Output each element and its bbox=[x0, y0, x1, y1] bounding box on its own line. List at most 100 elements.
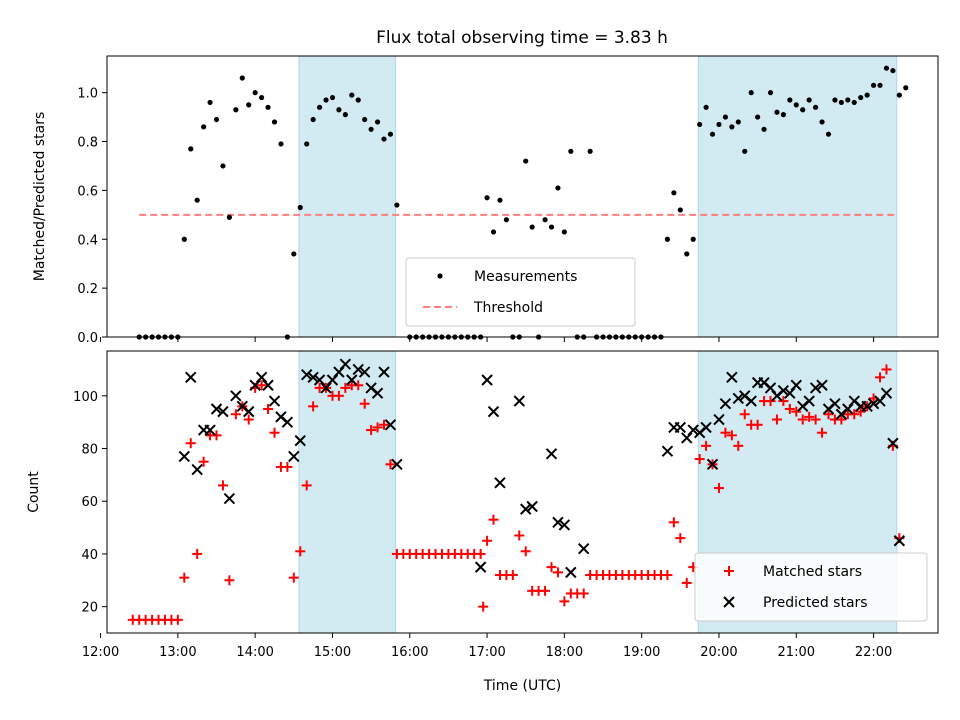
measurement-point bbox=[368, 126, 374, 132]
matched-star-marker bbox=[366, 425, 377, 436]
measurement-point bbox=[265, 104, 271, 110]
matched-star-marker bbox=[333, 390, 344, 401]
predicted-star-marker bbox=[313, 374, 326, 386]
matched-star-marker bbox=[849, 409, 860, 420]
measurement-point bbox=[735, 119, 741, 125]
predicted-star-marker bbox=[674, 421, 687, 434]
predicted-star-marker bbox=[262, 379, 274, 391]
measurement-point bbox=[336, 107, 342, 113]
measurement-point bbox=[813, 104, 819, 110]
legend: Matched stars Predicted stars bbox=[694, 552, 928, 622]
measurement-point bbox=[297, 204, 303, 211]
matched-star-marker bbox=[881, 364, 892, 375]
x-tick-label: 18:00 bbox=[546, 645, 583, 660]
matched-star-marker bbox=[385, 459, 396, 470]
x-tick-label: 13:00 bbox=[159, 645, 196, 660]
matched-star-marker bbox=[179, 572, 190, 583]
predicted-star-marker bbox=[577, 542, 590, 555]
measurement-point bbox=[278, 141, 284, 147]
measurement-point bbox=[490, 229, 497, 235]
x-tick-label: 17:00 bbox=[468, 645, 505, 660]
matched-star-marker bbox=[514, 530, 525, 541]
measurement-point bbox=[787, 97, 793, 103]
measurement-point bbox=[310, 116, 316, 123]
matched-star-marker bbox=[211, 430, 222, 441]
measurement-point bbox=[697, 121, 703, 128]
measurement-point bbox=[362, 116, 368, 123]
predicted-star-marker bbox=[487, 405, 500, 418]
y-tick-label: 0.8 bbox=[77, 136, 98, 151]
measurement-point bbox=[722, 114, 729, 120]
measurement-point bbox=[355, 97, 361, 103]
predicted-star-marker bbox=[358, 366, 371, 378]
measurement-point bbox=[806, 97, 812, 103]
matched-star-marker bbox=[681, 577, 692, 588]
predicted-star-marker bbox=[874, 395, 886, 407]
predicted-star-marker bbox=[713, 413, 725, 426]
predicted-star-marker bbox=[474, 561, 487, 573]
matched-star-marker bbox=[855, 406, 866, 417]
predicted-star-marker bbox=[687, 424, 699, 436]
predicted-star-marker bbox=[268, 395, 281, 407]
measurement-point bbox=[755, 114, 761, 120]
predicted-star-marker bbox=[829, 398, 841, 410]
y-axis-label: Count bbox=[26, 471, 42, 513]
matched-star-marker bbox=[752, 419, 763, 430]
predicted-star-marker bbox=[230, 390, 242, 402]
matched-star-marker bbox=[823, 409, 834, 420]
predicted-star-marker bbox=[565, 566, 577, 579]
measurement-point bbox=[819, 119, 825, 125]
matched-star-marker bbox=[295, 546, 306, 557]
matched-star-marker bbox=[804, 411, 815, 422]
matched-star-marker bbox=[546, 562, 557, 573]
measurement-point bbox=[671, 190, 677, 196]
predicted-star-marker bbox=[706, 458, 719, 471]
predicted-star-marker bbox=[217, 405, 229, 418]
predicted-star-marker bbox=[339, 358, 352, 370]
predicted-star-marker bbox=[371, 387, 384, 399]
measurement-point bbox=[252, 90, 258, 96]
predicted-star-marker bbox=[333, 366, 345, 378]
legend-label: Threshold bbox=[473, 300, 543, 316]
matched-star-marker bbox=[559, 596, 570, 607]
measurement-point bbox=[529, 224, 535, 230]
matched-star-marker bbox=[282, 461, 293, 472]
measurement-point bbox=[767, 90, 774, 96]
matched-star-marker bbox=[224, 575, 235, 586]
y-axis-label: Matched/Predicted stars bbox=[32, 112, 48, 282]
predicted-star-marker bbox=[378, 366, 390, 378]
shaded-span bbox=[298, 350, 397, 634]
predicted-star-marker bbox=[204, 424, 216, 436]
predicted-star-marker bbox=[513, 395, 525, 407]
matched-star-marker bbox=[372, 422, 383, 433]
matched-star-marker bbox=[475, 548, 486, 559]
predicted-star-marker bbox=[803, 395, 815, 407]
y-tick-label: 1.0 bbox=[77, 87, 98, 102]
x-tick-label: 19:00 bbox=[623, 645, 660, 660]
matched-star-marker bbox=[771, 414, 782, 425]
x-tick-label: 21:00 bbox=[778, 645, 815, 660]
measurement-point bbox=[194, 197, 200, 203]
matched-star-marker bbox=[301, 480, 312, 491]
measurement-point bbox=[542, 217, 548, 223]
predicted-star-marker bbox=[887, 437, 899, 449]
measurement-point bbox=[374, 119, 381, 125]
predicted-star-marker bbox=[558, 519, 571, 531]
measurement-point bbox=[774, 109, 780, 115]
measurement-point bbox=[349, 92, 355, 98]
matched-star-marker bbox=[733, 440, 744, 451]
matched-star-marker bbox=[353, 380, 364, 391]
predicted-star-marker bbox=[745, 395, 757, 407]
measurement-point bbox=[742, 148, 748, 154]
measurement-point bbox=[793, 102, 799, 108]
measurement-point bbox=[870, 82, 877, 88]
matched-star-marker bbox=[817, 427, 828, 438]
measurement-point bbox=[716, 121, 722, 128]
predicted-star-marker bbox=[867, 398, 880, 410]
matched-star-marker bbox=[340, 382, 351, 393]
predicted-star-marker bbox=[732, 392, 745, 405]
measurement-point bbox=[233, 107, 239, 113]
chart-title: Flux total observing time = 3.83 h bbox=[376, 28, 668, 48]
matched-star-marker bbox=[488, 514, 499, 525]
